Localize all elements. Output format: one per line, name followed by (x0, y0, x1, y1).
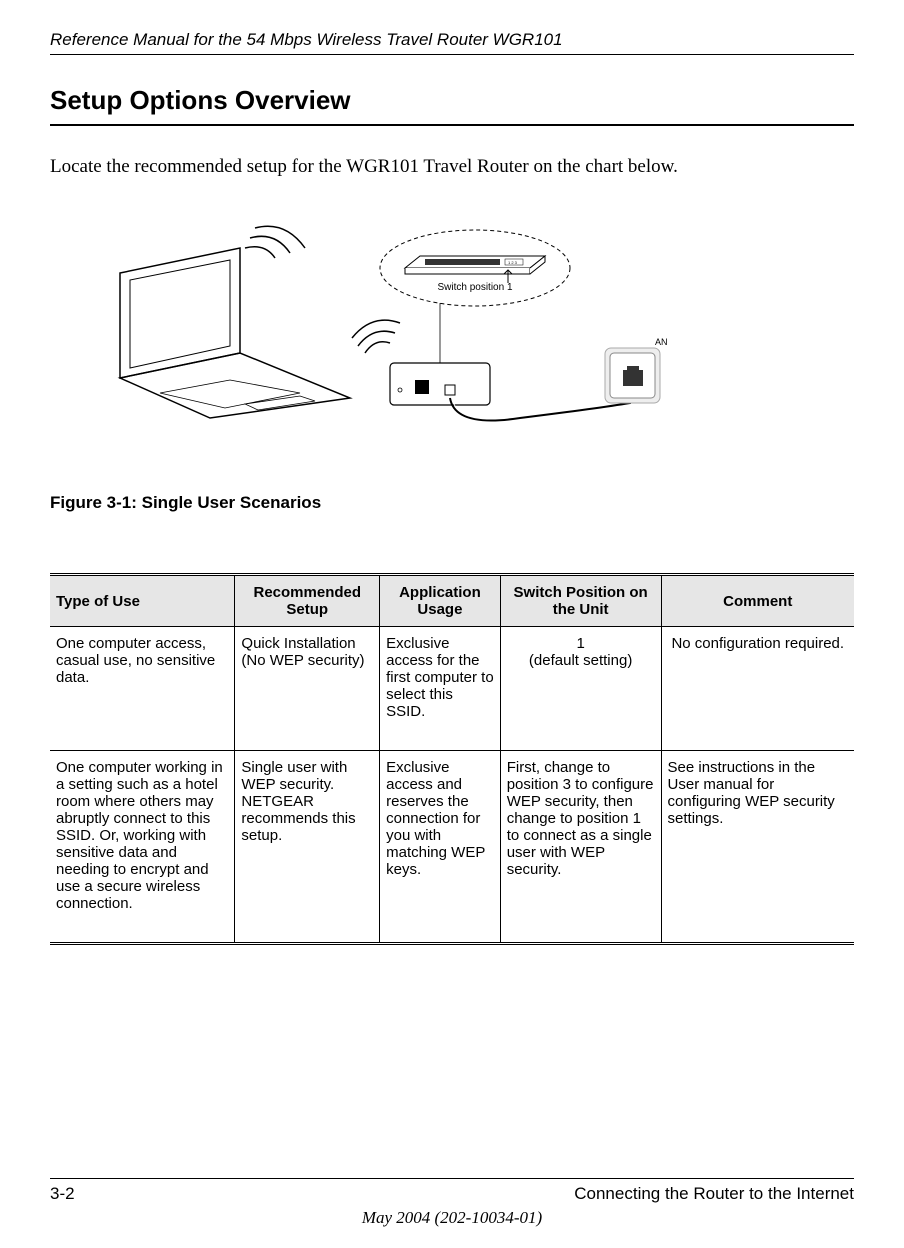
chapter-name: Connecting the Router to the Internet (574, 1184, 854, 1204)
switch-label: Switch position 1 (437, 282, 512, 293)
table-header-row: Type of Use Recommended Setup Applicatio… (50, 575, 854, 627)
section-title: Setup Options Overview (50, 85, 854, 116)
wifi-signal-icon (245, 226, 305, 258)
cell-switch-position: First, change to position 3 to configure… (500, 751, 661, 944)
diagram-svg: 1 2 3 Switch position 1 AN (100, 218, 700, 458)
cell-comment: No configuration required. (661, 627, 854, 751)
wall-jack-icon (605, 348, 660, 403)
cell-recommended-setup: Single user with WEP security. NETGEAR r… (235, 751, 380, 944)
table-row: One computer access, casual use, no sens… (50, 627, 854, 751)
switch-val: 1 (576, 635, 584, 652)
cell-application-usage: Exclusive access for the first computer … (380, 627, 501, 751)
figure-diagram: 1 2 3 Switch position 1 AN (100, 218, 854, 463)
section-rule (50, 124, 854, 126)
col-header: Switch Position on the Unit (500, 575, 661, 627)
cell-switch-position: 1 (default setting) (500, 627, 661, 751)
switch-default: (default setting) (529, 652, 632, 669)
setup-table: Type of Use Recommended Setup Applicatio… (50, 573, 854, 945)
an-label: AN (655, 337, 668, 347)
laptop-icon (120, 248, 350, 418)
wifi-signal-icon (352, 320, 400, 353)
col-header: Application Usage (380, 575, 501, 627)
router-detail-icon: 1 2 3 (405, 256, 545, 274)
header-title: Reference Manual for the 54 Mbps Wireles… (50, 30, 854, 50)
figure-caption: Figure 3-1: Single User Scenarios (50, 493, 854, 513)
cell-type-of-use: One computer working in a setting such a… (50, 751, 235, 944)
cell-comment: See instructions in the User manual for … (661, 751, 854, 944)
table-row: One computer working in a setting such a… (50, 751, 854, 944)
cell-application-usage: Exclusive access and reserves the connec… (380, 751, 501, 944)
col-header: Type of Use (50, 575, 235, 627)
page-number: 3-2 (50, 1184, 75, 1204)
section-body: Locate the recommended setup for the WGR… (50, 156, 854, 178)
router-icon (390, 363, 490, 405)
page-footer: 3-2 Connecting the Router to the Interne… (50, 1178, 854, 1228)
footer-date: May 2004 (202-10034-01) (50, 1208, 854, 1228)
svg-text:1 2 3: 1 2 3 (508, 260, 518, 265)
cell-type-of-use: One computer access, casual use, no sens… (50, 627, 235, 751)
col-header: Comment (661, 575, 854, 627)
footer-rule (50, 1178, 854, 1179)
cell-recommended-setup: Quick Installation (No WEP security) (235, 627, 380, 751)
col-header: Recommended Setup (235, 575, 380, 627)
header-rule (50, 54, 854, 55)
